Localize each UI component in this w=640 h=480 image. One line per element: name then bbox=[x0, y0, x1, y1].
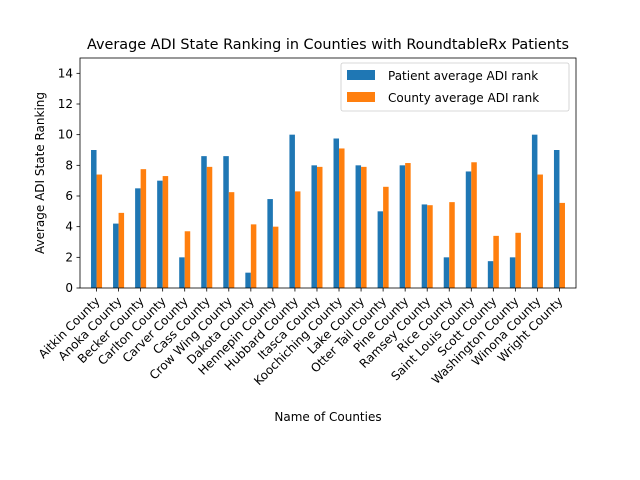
bar-patient-average bbox=[135, 188, 141, 288]
bar-county-average bbox=[405, 163, 411, 288]
bar-patient-average bbox=[487, 261, 494, 288]
legend-label-county: County average ADI rank bbox=[388, 91, 539, 105]
bar-county-average bbox=[184, 231, 191, 288]
bar-patient-average bbox=[399, 165, 406, 288]
legend-swatch-patient bbox=[347, 70, 375, 80]
bar-patient-average bbox=[157, 180, 163, 288]
bar-patient-average bbox=[289, 134, 295, 288]
bar-county-average bbox=[250, 224, 257, 288]
bar-county-average bbox=[449, 202, 455, 288]
y-axis: 0 2 4 6 8 10 12 14 bbox=[58, 66, 80, 295]
bar-patient-average bbox=[443, 257, 450, 288]
bar-county-average bbox=[339, 148, 345, 288]
bar-county-average bbox=[515, 232, 521, 288]
bar-county-average bbox=[316, 166, 323, 288]
bar-county-average bbox=[294, 191, 301, 288]
y-tick-label: 2 bbox=[65, 250, 73, 264]
legend: Patient average ADI rank County average … bbox=[340, 62, 570, 112]
x-axis-label: Name of Counties bbox=[274, 410, 381, 424]
bar-county-average bbox=[206, 166, 213, 288]
bar-county-average bbox=[162, 176, 169, 288]
bar-patient-average bbox=[267, 199, 273, 288]
plot-frame bbox=[79, 57, 577, 289]
bar-county-average bbox=[272, 226, 279, 288]
legend-swatch-county bbox=[347, 92, 375, 102]
bar-patient-average bbox=[553, 150, 560, 288]
legend-label-patient: Patient average ADI rank bbox=[388, 69, 538, 83]
bar-county-average bbox=[559, 202, 565, 288]
bar-patient-average bbox=[531, 134, 538, 288]
bar-county-average bbox=[361, 166, 367, 288]
y-tick-label: 10 bbox=[58, 128, 73, 142]
chart-title: Average ADI State Ranking in Counties wi… bbox=[87, 37, 569, 53]
bar-patient-average bbox=[201, 156, 207, 288]
bar-patient-average bbox=[355, 165, 362, 288]
y-tick-label: 8 bbox=[65, 158, 73, 172]
bar-county-average bbox=[383, 186, 389, 288]
y-tick-label: 0 bbox=[65, 281, 73, 295]
bar-patient-average bbox=[509, 257, 516, 288]
bar-county-average bbox=[118, 212, 125, 288]
bar-patient-average bbox=[113, 223, 119, 288]
bar-patient-average bbox=[465, 171, 472, 288]
bar-patient-average bbox=[223, 156, 229, 288]
y-axis-label: Average ADI State Ranking bbox=[33, 92, 47, 254]
bar-patient-average bbox=[91, 150, 97, 288]
y-tick-label: 6 bbox=[65, 189, 73, 203]
y-tick-label: 4 bbox=[65, 220, 73, 234]
bar-county-average bbox=[427, 205, 433, 288]
bar-patient-average bbox=[421, 204, 428, 288]
y-tick-label: 14 bbox=[58, 66, 73, 80]
bar-county-average bbox=[228, 192, 235, 288]
bar-patient-average bbox=[311, 165, 317, 288]
bar-county-average bbox=[471, 162, 477, 288]
bar-patient-average bbox=[333, 138, 340, 288]
bars bbox=[91, 134, 565, 288]
bar-county-average bbox=[493, 235, 499, 288]
bar-patient-average bbox=[245, 272, 251, 288]
bar-patient-average bbox=[377, 211, 384, 288]
bar-county-average bbox=[537, 174, 543, 288]
bar-county-average bbox=[140, 169, 147, 288]
bar-county-average bbox=[96, 174, 103, 288]
y-tick-label: 12 bbox=[58, 97, 73, 111]
legend-box bbox=[340, 62, 570, 112]
bar-patient-average bbox=[179, 257, 185, 288]
